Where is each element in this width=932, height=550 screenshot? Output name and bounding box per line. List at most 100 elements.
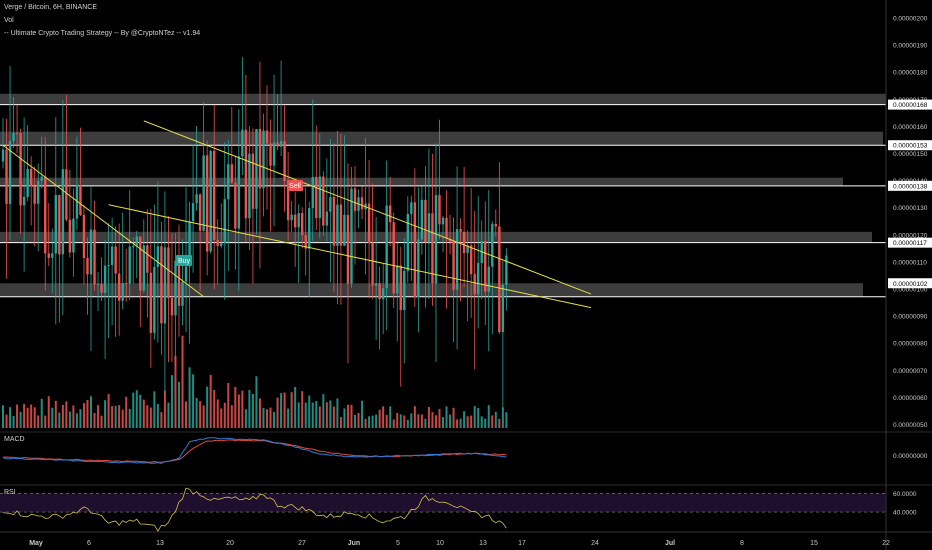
candle-body bbox=[339, 204, 343, 246]
volume-bar bbox=[237, 394, 240, 428]
level-tag-label: 0.00000168 bbox=[893, 102, 928, 109]
candle-body bbox=[389, 205, 392, 223]
volume-bar bbox=[26, 407, 29, 428]
price-tick-label: 0.00000180 bbox=[893, 70, 928, 77]
volume-bar bbox=[308, 395, 311, 428]
volume-bar bbox=[505, 412, 508, 428]
volume-bar bbox=[181, 335, 184, 428]
volume-bar bbox=[12, 415, 15, 428]
volume-bar bbox=[16, 404, 19, 428]
volume-bar bbox=[163, 390, 166, 428]
candle-body bbox=[329, 196, 332, 212]
volume-bar bbox=[354, 414, 356, 428]
volume-bar bbox=[477, 407, 480, 428]
volume-bar bbox=[280, 393, 283, 428]
candle-body bbox=[22, 196, 26, 206]
volume-bar bbox=[484, 418, 487, 428]
volume-bar bbox=[368, 416, 371, 428]
volume-bar bbox=[139, 394, 142, 428]
price-tick-label: 0.00000110 bbox=[893, 259, 927, 266]
price-axis[interactable]: 0.000002000.000001900.000001800.00000170… bbox=[885, 0, 932, 550]
volume-bar bbox=[266, 409, 268, 428]
candle-body bbox=[293, 214, 297, 228]
volume-bar bbox=[251, 393, 254, 428]
candle-body bbox=[234, 182, 237, 229]
candle-body bbox=[1, 149, 5, 162]
price-tick-label: 0.00000160 bbox=[893, 124, 928, 131]
price-tick-label: 0.00000090 bbox=[893, 314, 928, 321]
candle-body bbox=[177, 260, 181, 306]
candle-body bbox=[311, 176, 314, 209]
time-tick-label: May bbox=[29, 540, 43, 547]
volume-bar bbox=[125, 396, 128, 428]
volume-bar bbox=[178, 381, 180, 428]
candle-body bbox=[29, 168, 33, 187]
volume-bar bbox=[325, 402, 328, 428]
candle-body bbox=[487, 266, 490, 292]
level-tag-label: 0.00000153 bbox=[893, 143, 928, 150]
candle-body bbox=[272, 142, 276, 166]
volume-bar bbox=[456, 419, 459, 428]
candle-body bbox=[466, 245, 469, 253]
volume-bar bbox=[2, 405, 4, 428]
time-tick-label: Jul bbox=[665, 540, 675, 547]
candle-body bbox=[205, 155, 209, 252]
candle-body bbox=[420, 199, 424, 240]
candle-body bbox=[251, 153, 255, 209]
volume-bar bbox=[23, 403, 26, 428]
volume-bar bbox=[332, 406, 335, 428]
candle-body bbox=[441, 217, 445, 225]
volume-bar bbox=[118, 405, 121, 428]
volume-bar bbox=[322, 394, 325, 428]
volume-bar bbox=[5, 414, 8, 428]
volume-bar bbox=[227, 382, 230, 428]
volume-bar bbox=[104, 400, 107, 428]
volume-bar bbox=[498, 418, 501, 428]
candle-body bbox=[132, 245, 135, 247]
volume-bar bbox=[255, 376, 258, 428]
volume-bar bbox=[276, 397, 279, 428]
candle-body bbox=[265, 130, 269, 144]
macd-tick-label: 0.00000000 bbox=[893, 453, 928, 460]
volume-bar bbox=[160, 412, 163, 428]
volume-bar bbox=[149, 407, 152, 428]
candle-body bbox=[213, 150, 216, 240]
strategy-legend: -- Ultimate Crypto Trading Strategy -- B… bbox=[4, 30, 201, 37]
volume-bar bbox=[403, 415, 406, 428]
volume-bar bbox=[37, 415, 40, 428]
candle-body bbox=[174, 260, 177, 316]
volume-bar bbox=[445, 406, 448, 428]
sell-signal-label: Sell bbox=[289, 183, 301, 190]
candle-body bbox=[146, 245, 149, 273]
volume-bar bbox=[114, 405, 117, 428]
candle-body bbox=[374, 283, 378, 286]
candle-body bbox=[125, 283, 128, 285]
candle-body bbox=[438, 195, 441, 225]
volume-bar bbox=[51, 407, 54, 428]
time-axis[interactable]: May 6 13 20 27 Jun 5 10 13 17 24 Jul 8 15 22 bbox=[0, 531, 932, 547]
price-tick-label: 0.00000200 bbox=[893, 16, 928, 23]
level-tag bbox=[888, 140, 932, 151]
volume-bar bbox=[241, 390, 244, 428]
candle-body bbox=[96, 283, 100, 285]
volume-bar bbox=[121, 409, 124, 428]
volume-bar bbox=[283, 392, 286, 428]
price-tick-label: 0.00000190 bbox=[893, 43, 928, 50]
candle-body bbox=[491, 223, 494, 267]
candle-body bbox=[65, 169, 68, 220]
candle-body bbox=[304, 235, 307, 249]
volume-bar bbox=[58, 412, 61, 428]
candle-body bbox=[262, 130, 265, 189]
volume-bar bbox=[420, 414, 423, 428]
time-tick-label: 22 bbox=[882, 540, 890, 547]
volume-bar bbox=[142, 399, 145, 428]
candle-body bbox=[498, 226, 501, 333]
candle-body bbox=[86, 258, 89, 275]
candle-body bbox=[241, 129, 244, 157]
candle-body bbox=[191, 203, 195, 222]
candle-body bbox=[308, 208, 311, 249]
volume-bar bbox=[480, 416, 483, 428]
level-tag-label: 0.00000102 bbox=[893, 281, 928, 288]
rsi-label: RSI bbox=[4, 489, 16, 496]
